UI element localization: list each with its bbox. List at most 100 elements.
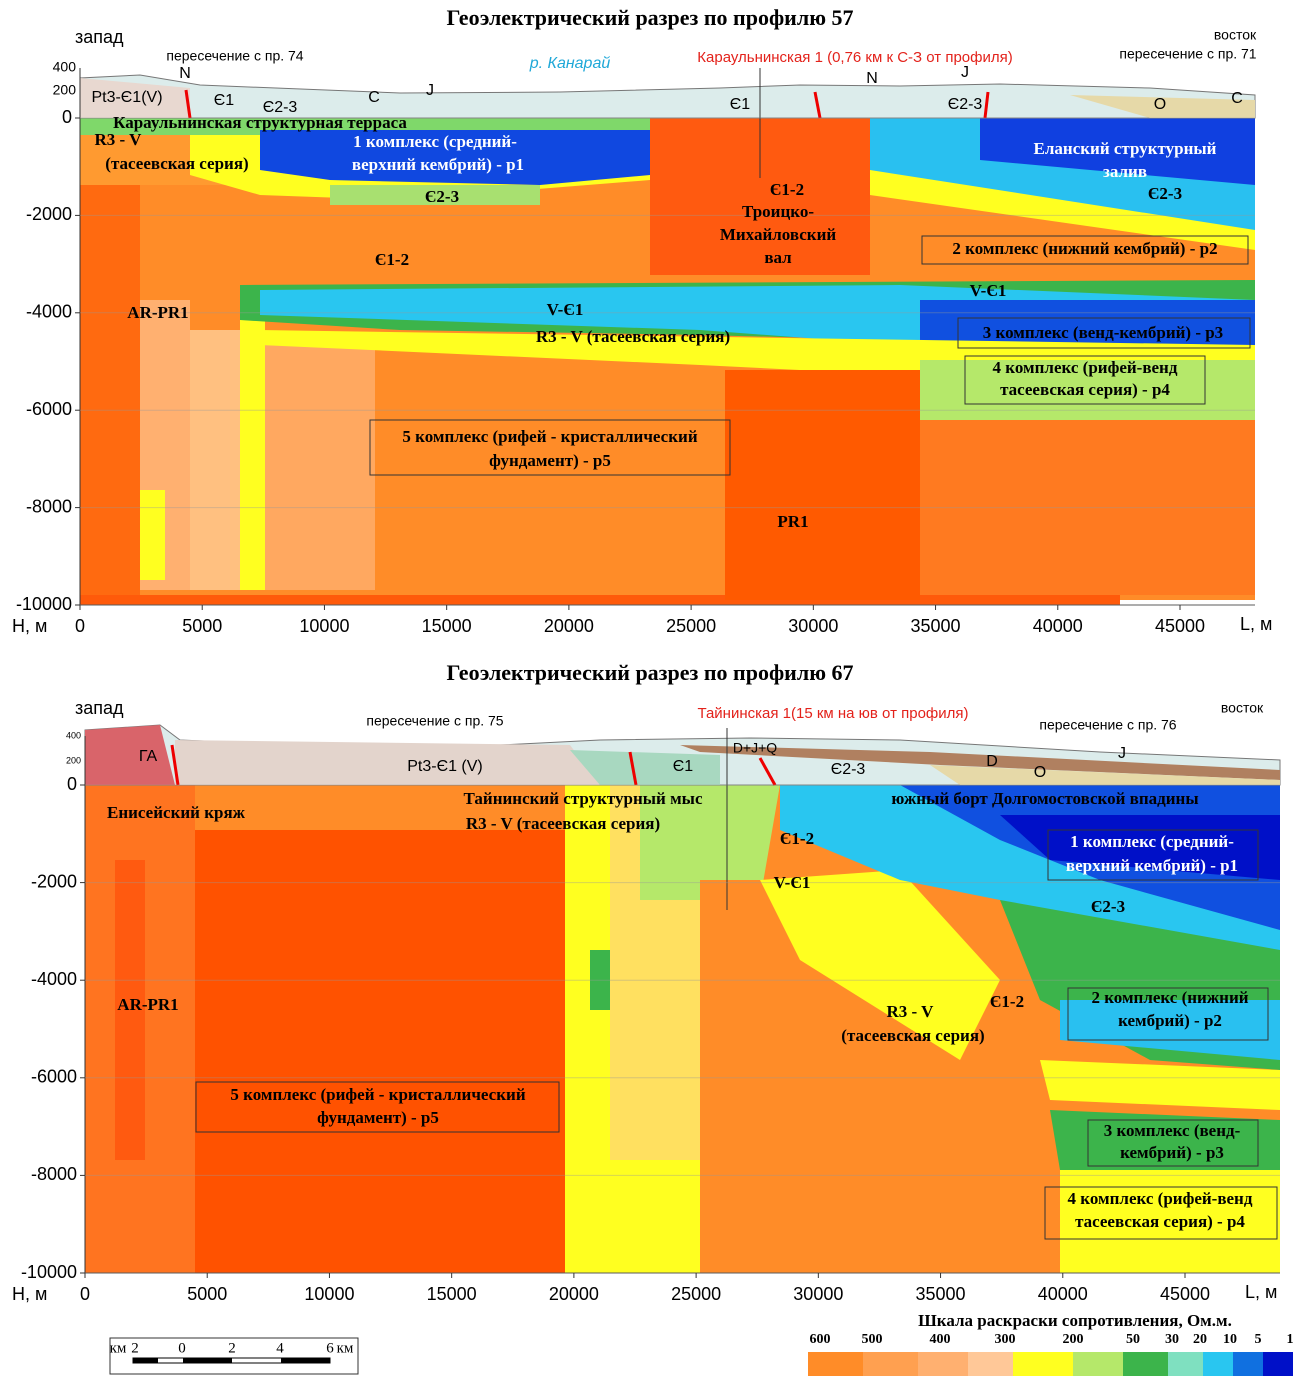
y-tick-label: -6000 xyxy=(26,399,72,419)
section-label: 2 комплекс (нижний кембрий) - p2 xyxy=(952,239,1217,258)
section-label: PR1 xyxy=(777,512,808,531)
section-label: J xyxy=(426,82,434,99)
x-tick-label: 25000 xyxy=(671,1284,721,1304)
section-label: пересечение с пр. 74 xyxy=(166,48,303,64)
scale-label: 6 xyxy=(326,1340,334,1356)
x-tick-label: 20000 xyxy=(544,616,594,636)
section-label: J xyxy=(1118,745,1126,762)
section-label: Є2-3 xyxy=(425,187,459,206)
x-axis-label: L, м xyxy=(1240,614,1272,634)
section-label: вал xyxy=(764,248,792,267)
legend-label: 500 xyxy=(862,1332,883,1347)
section-label: O xyxy=(1034,764,1046,781)
scale-label: км xyxy=(110,1340,127,1356)
legend-label: 300 xyxy=(995,1332,1016,1347)
section-label: Є2-3 xyxy=(1148,184,1182,203)
x-tick-label: 20000 xyxy=(549,1284,599,1304)
y-tick-label: -4000 xyxy=(31,969,77,989)
section-label: залив xyxy=(1103,162,1147,181)
section-label: Є2-3 xyxy=(1091,897,1125,916)
scale-label: 2 xyxy=(131,1340,139,1356)
scale-label: км xyxy=(337,1340,354,1356)
section-label: 5 комплекс (рифей - кристаллический xyxy=(402,427,697,446)
x-tick-label: 30000 xyxy=(788,616,838,636)
section-label: верхний кембрий) - p1 xyxy=(1066,856,1238,875)
section-label: Є1 xyxy=(730,96,751,113)
legend-label: 5 xyxy=(1255,1332,1262,1347)
section-label: R3 - V (тасеевская серия) xyxy=(536,327,730,346)
y-tick-label: 0 xyxy=(67,774,77,794)
legend-label: 50 xyxy=(1126,1332,1140,1347)
scale-label: 2 xyxy=(228,1340,236,1356)
section-label: Тайнинская 1(15 км на юв от профиля) xyxy=(697,705,968,722)
section-label: AR-PR1 xyxy=(117,995,178,1014)
color-scale xyxy=(808,1352,1293,1376)
x-tick-label: 45000 xyxy=(1160,1284,1210,1304)
section-label: Є2-3 xyxy=(948,96,983,113)
x-tick-label: 15000 xyxy=(427,1284,477,1304)
section-label: пересечение с пр. 71 xyxy=(1119,46,1256,62)
section-label: (тасеевская серия) xyxy=(105,154,248,173)
y-tick-label: -10000 xyxy=(21,1262,77,1282)
section-title: Геоэлектрический разрез по профилю 57 xyxy=(446,5,853,30)
section-label: тасеевская серия) - p4 xyxy=(1000,380,1170,399)
section-label: 3 комплекс (венд-кембрий) - p3 xyxy=(983,323,1223,342)
x-tick-label: 0 xyxy=(75,616,85,636)
section-label: 4 комплекс (рифей-венд xyxy=(1068,1189,1253,1208)
elevation-tick-label: 200 xyxy=(53,82,77,98)
y-tick-label: -2000 xyxy=(31,871,77,891)
figure: Геоэлектрический разрез по профилю 57 зап… xyxy=(0,0,1295,1376)
section-label: р. Канарай xyxy=(529,55,611,72)
x-tick-label: 40000 xyxy=(1038,1284,1088,1304)
x-tick-label: 0 xyxy=(80,1284,90,1304)
y-tick-label: -2000 xyxy=(26,204,72,224)
section-label: Михайловский xyxy=(720,225,837,244)
east-label: восток xyxy=(1221,700,1264,716)
section-label: AR-PR1 xyxy=(127,303,188,322)
section-label: J xyxy=(961,64,969,81)
section-label: R3 - V (тасеевская серия) xyxy=(466,814,660,833)
section-label: (тасеевская серия) xyxy=(841,1026,984,1045)
elevation-tick-label: 400 xyxy=(53,59,77,75)
y-tick-label: 0 xyxy=(62,107,72,127)
x-tick-label: 10000 xyxy=(304,1284,354,1304)
legend-label: 30 xyxy=(1165,1332,1179,1347)
section-label: R3 - V xyxy=(887,1002,935,1021)
y-axis-label: Н, м xyxy=(12,1284,47,1304)
x-tick-label: 35000 xyxy=(911,616,961,636)
section-label: 5 комплекс (рифей - кристаллический xyxy=(230,1085,525,1104)
section-label: Є1-2 xyxy=(990,992,1024,1011)
elevation-tick-label: 200 xyxy=(66,755,81,765)
section-label: ГА xyxy=(139,748,158,765)
section-label: кембрий) - p2 xyxy=(1118,1011,1222,1030)
legend-label: 20 xyxy=(1193,1332,1207,1347)
x-tick-label: 5000 xyxy=(182,616,222,636)
x-tick-label: 10000 xyxy=(299,616,349,636)
scale-label: 4 xyxy=(276,1340,284,1356)
section-label: V-Є1 xyxy=(774,873,811,892)
x-tick-label: 15000 xyxy=(422,616,472,636)
section-label: 1 комплекс (средний- xyxy=(353,132,517,151)
y-tick-label: -4000 xyxy=(26,302,72,322)
section-label: Є1-2 xyxy=(375,250,409,269)
section-label: N xyxy=(179,65,191,82)
section-label: Pt3-Є1(V) xyxy=(91,89,162,106)
section-label: Є1-2 xyxy=(770,180,804,199)
x-tick-label: 45000 xyxy=(1155,616,1205,636)
section-label: V-Є1 xyxy=(970,281,1007,300)
section-label: фундамент) - p5 xyxy=(317,1108,439,1127)
section-label: Є1 xyxy=(673,758,694,775)
section-label: тасеевская серия) - p4 xyxy=(1075,1212,1245,1231)
x-tick-label: 30000 xyxy=(793,1284,843,1304)
legend-label: 200 xyxy=(1063,1332,1084,1347)
east-label: восток xyxy=(1214,27,1257,43)
section-label: 1 комплекс (средний- xyxy=(1070,832,1234,851)
legend-label: 10 xyxy=(1223,1332,1237,1347)
section-label: Троицко- xyxy=(742,202,814,221)
section-label: верхний кембрий) - p1 xyxy=(352,155,524,174)
section-label: 4 комплекс (рифей-венд xyxy=(993,358,1178,377)
legend-label: 1 xyxy=(1287,1332,1294,1347)
west-label: запад xyxy=(75,27,124,47)
section-label: пересечение с пр. 76 xyxy=(1039,717,1176,733)
x-axis-label: L, м xyxy=(1245,1282,1277,1302)
